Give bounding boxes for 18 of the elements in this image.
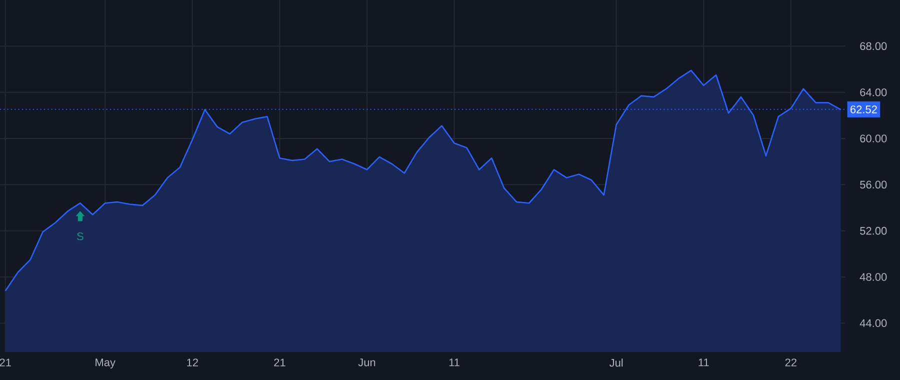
x-tick-label: Jun: [358, 358, 376, 366]
x-tick-label: 12: [187, 358, 198, 366]
y-tick-label: 48.00: [860, 273, 887, 281]
y-tick-label: 68.00: [860, 42, 887, 50]
y-tick-label: 64.00: [860, 88, 887, 96]
x-tick-label: Jul: [609, 358, 623, 367]
ref-line-label: 62.52: [850, 106, 877, 114]
x-tick-label: 11: [698, 358, 709, 366]
x-tick-label: May: [96, 358, 116, 368]
y-tick-label: 44.00: [860, 319, 887, 328]
y-tick-label: 52.00: [860, 226, 887, 235]
x-tick-label: 21: [274, 358, 286, 366]
x-tick-label: 11: [449, 358, 460, 366]
y-tick-label: 60.00: [860, 134, 887, 142]
y-tick-label: 56.00: [860, 180, 887, 189]
x-tick-label: 21: [0, 358, 11, 366]
x-tick-label: 22: [785, 358, 796, 366]
annotation: S: [77, 232, 84, 240]
